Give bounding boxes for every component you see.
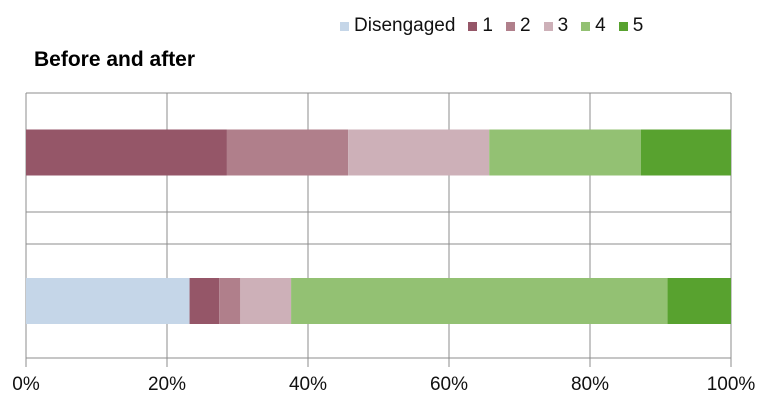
bar-segment-1-4	[291, 278, 668, 324]
legend-label: 2	[520, 15, 531, 36]
bar-segment-1-0	[26, 278, 190, 324]
bar-segment-1-1	[189, 278, 220, 324]
legend-swatch	[543, 21, 553, 31]
x-tick-label: 0%	[12, 374, 40, 395]
legend: Disengaged 1 2 3 4 5	[340, 13, 656, 39]
legend-label: Disengaged	[354, 15, 456, 36]
legend-item: 2	[506, 15, 531, 37]
x-tick-label: 60%	[430, 374, 468, 395]
x-tick-label: 100%	[707, 374, 756, 395]
legend-label: 3	[557, 15, 569, 36]
bar-segment-1-5	[667, 278, 731, 324]
bar-segment-0-3	[348, 129, 490, 176]
legend-item: 5	[618, 15, 644, 37]
legend-item: 1	[468, 15, 493, 37]
bars	[26, 129, 731, 324]
legend-swatch	[618, 21, 628, 31]
legend-item: 4	[581, 15, 606, 37]
legend-label: 4	[595, 15, 606, 36]
bar-segment-1-2	[219, 278, 241, 324]
x-tick-labels: 0% 20% 40% 60% 80% 100%	[12, 374, 755, 395]
bar-segment-0-1	[26, 129, 227, 176]
legend-item: Disengaged	[340, 15, 455, 37]
bar-segment-0-4	[489, 129, 641, 176]
x-tick-label: 20%	[148, 374, 186, 395]
legend-swatch	[340, 21, 349, 31]
x-tick-label: 40%	[289, 374, 327, 395]
legend-label: 1	[482, 15, 493, 36]
bar-segment-0-2	[226, 129, 349, 176]
x-tick-label: 80%	[571, 374, 609, 395]
bar-segment-1-3	[240, 278, 292, 324]
legend-swatch	[468, 21, 478, 31]
legend-label: 5	[632, 15, 644, 36]
legend-item: 3	[543, 15, 569, 37]
legend-swatch	[581, 21, 591, 31]
legend-swatch	[506, 21, 515, 31]
bar-segment-0-5	[640, 129, 731, 176]
chart-title: Before and after	[34, 48, 196, 71]
